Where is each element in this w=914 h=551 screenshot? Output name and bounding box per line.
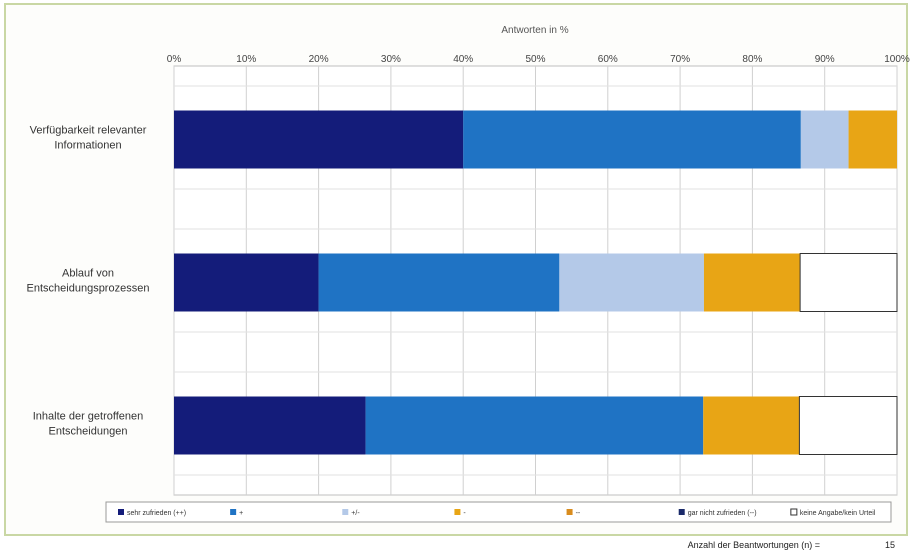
x-tick-label: 40% <box>453 54 473 65</box>
x-tick-label: 60% <box>598 54 618 65</box>
legend-box <box>105 501 892 523</box>
legend-swatch <box>678 509 685 515</box>
category-label: Verfügbarkeit relevanter Informationen <box>30 125 147 152</box>
x-ticks: 0% 10% 20% 30% 40% 50% 60% 70% 80% 90% 100% <box>167 54 910 65</box>
legend-label: + <box>239 510 243 517</box>
bar-segment <box>174 110 464 169</box>
x-tick-label: 10% <box>236 54 256 65</box>
legend-label: sehr zufrieden (++) <box>127 510 186 517</box>
bar-segment <box>174 396 366 455</box>
bar-segment <box>848 110 897 169</box>
legend-swatch <box>454 509 461 515</box>
x-tick-label: 30% <box>381 54 401 65</box>
legend-label: keine Angabe/kein Urteil <box>800 510 876 517</box>
category-label-line: Informationen <box>54 140 121 152</box>
category-label-line: Entscheidungsprozessen <box>27 283 150 295</box>
bar-segment <box>318 253 560 312</box>
legend-swatch <box>118 509 124 515</box>
bar-segment <box>174 253 319 312</box>
legend-label: +/- <box>351 510 360 517</box>
legend-swatch <box>790 508 798 516</box>
x-tick-label: 20% <box>309 54 329 65</box>
legend: sehr zufrieden (++) + +/- - -- gar nicht zufr… <box>105 501 892 523</box>
legend-swatch <box>342 509 349 515</box>
bar-segment <box>703 396 800 455</box>
bar-segment <box>559 253 704 312</box>
bar-segment <box>703 253 801 312</box>
bars <box>174 110 898 455</box>
bar-segment <box>800 110 849 169</box>
category-label-line: Inhalte der getroffenen <box>33 411 144 423</box>
category-label-line: Entscheidungen <box>49 426 128 438</box>
x-tick-label: 100% <box>884 54 910 65</box>
bar-segment <box>799 253 898 312</box>
legend-label: gar nicht zufrieden (--) <box>688 510 757 517</box>
category-label: Ablauf von Entscheidungsprozessen <box>27 268 150 295</box>
legend-swatch <box>230 509 237 515</box>
legend-swatch <box>566 509 573 515</box>
legend-label: -- <box>576 510 581 517</box>
category-label: Inhalte der getroffenen Entscheidungen <box>33 411 144 438</box>
legend-label: - <box>463 510 466 517</box>
x-tick-label: 50% <box>525 54 545 65</box>
bar-segment <box>798 396 898 455</box>
x-tick-label: 0% <box>167 54 182 65</box>
bar-segment <box>463 110 801 169</box>
axis-title: Antworten in % <box>501 25 568 36</box>
x-tick-label: 90% <box>815 54 835 65</box>
x-tick-label: 70% <box>670 54 690 65</box>
footer-value: 15 <box>885 540 895 550</box>
category-label-line: Ablauf von <box>62 268 114 280</box>
footer-label: Anzahl der Beantwortungen (n) = <box>688 540 820 550</box>
bar-segment <box>365 396 704 455</box>
category-labels: Verfügbarkeit relevanter Informationen Abl… <box>27 125 150 438</box>
category-label-line: Verfügbarkeit relevanter <box>30 125 147 137</box>
x-tick-label: 80% <box>742 54 762 65</box>
